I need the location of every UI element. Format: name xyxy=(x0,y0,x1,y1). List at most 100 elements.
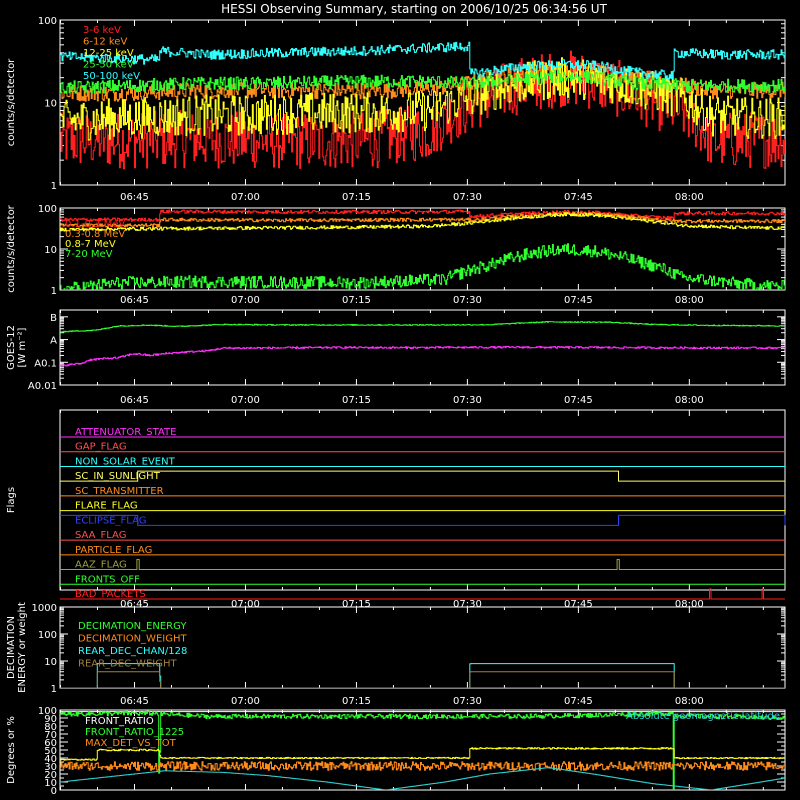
series-goes-0 xyxy=(60,321,785,333)
flag-label: SAA_FLAG xyxy=(75,530,126,541)
series-count-rates-2-1 xyxy=(60,211,785,228)
goes-time-tick-label: 07:30 xyxy=(453,395,482,406)
ratios-legend: FRONT_RATIOFRONT_RATIO_1225MAX_DET_VS_TO… xyxy=(85,716,184,749)
flag-label: BAD_PACKETS xyxy=(75,589,146,600)
legend-entry: 12-25 keV xyxy=(83,48,134,59)
series-count-rates-2-0 xyxy=(60,209,785,222)
flags-time-tick-label: 08:00 xyxy=(675,599,704,610)
decimation-time-tick-label: 06:45 xyxy=(120,696,149,707)
ratios-time-ticks xyxy=(60,710,764,790)
flag-line xyxy=(60,588,785,600)
count-rates-1-y-tick-label: 10 xyxy=(44,99,57,110)
decimation-time-ticks: 06:45 07:00 07:15 07:30 07:45 08:00 xyxy=(60,607,764,707)
series-count-rates-1-2 xyxy=(60,57,785,141)
series-ratios-1 xyxy=(60,710,785,790)
legend-entry: 6-12 keV xyxy=(83,37,127,48)
decimation-y-tick-label: 10 xyxy=(44,657,57,668)
decimation-y-axis-label: DECIMATION xyxy=(6,616,17,679)
legend-entry: DECIMATION_ENERGY xyxy=(78,621,187,632)
flag-label: SC_IN_SUNLIGHT xyxy=(75,471,161,482)
series-ratios-2 xyxy=(60,761,785,771)
ratios-y-tick-label: 80 xyxy=(44,722,57,733)
flags-time-tick-label: 06:45 xyxy=(120,599,149,610)
plot-title: HESSI Observing Summary, starting on 200… xyxy=(221,2,607,16)
goes-series-group xyxy=(60,321,785,367)
flag-label: FRONTS_OFF xyxy=(75,574,140,585)
flag-label: SC_TRANSMITTER xyxy=(75,486,164,497)
legend-entry: DECIMATION_WEIGHT xyxy=(78,634,187,645)
count-rates-1-time-tick-label: 07:00 xyxy=(231,192,260,203)
decimation-series-group xyxy=(60,663,785,688)
goes-y-tick-label: A0.01 xyxy=(28,381,57,392)
series-count-rates-2-2 xyxy=(60,212,785,232)
decimation-legend: DECIMATION_ENERGY DECIMATION_WEIGHTREAR_D… xyxy=(78,621,187,670)
count-rates-2-time-tick-label: 07:15 xyxy=(342,295,371,306)
series-decimation-3 xyxy=(60,671,785,688)
flags-plot-frame xyxy=(59,409,786,591)
series-ratios-3 xyxy=(60,747,785,761)
flag-label: GAP_FLAG xyxy=(75,442,127,453)
count-rates-2-y-ticks: 1 10 100 xyxy=(38,204,785,297)
ratios-y-tick-label: 0 xyxy=(51,786,57,797)
legend-entry: 25-50 keV xyxy=(83,60,134,71)
flag-label: PARTICLE_FLAG xyxy=(75,545,152,556)
count-rates-2-y-tick-label: 10 xyxy=(44,245,57,256)
series-count-rates-1-4 xyxy=(60,41,785,81)
decimation-time-tick-label: 08:00 xyxy=(675,696,704,707)
count-rates-2-time-ticks: 06:45 07:00 07:15 07:30 07:45 08:00 xyxy=(60,208,764,306)
goes-time-tick-label: 07:15 xyxy=(342,395,371,406)
series-count-rates-2-3 xyxy=(60,243,785,290)
decimation-y-tick-label: 1000 xyxy=(32,603,57,614)
ratios-y-tick-label: 30 xyxy=(44,762,57,773)
ratios-y-tick-label: 10 xyxy=(44,778,57,789)
flag-line xyxy=(60,559,785,571)
ratios-y-tick-label: 40 xyxy=(44,754,57,765)
legend-entry: 0.3-0.8 MeV xyxy=(65,229,125,240)
goes-time-tick-label: 07:00 xyxy=(231,395,260,406)
goes-time-ticks: 06:45 07:00 07:15 07:30 07:45 08:00 xyxy=(60,310,764,406)
series-decimation-2 xyxy=(60,663,785,688)
goes-y-ticks: B A A0.1 A0.01 xyxy=(28,313,785,392)
decimation-y-tick-label: 100 xyxy=(38,630,57,641)
flag-label: AAZ_FLAG xyxy=(75,560,127,571)
decimation-y-axis-label-2: ENERGY or weight xyxy=(17,602,28,693)
count-rates-1-y-ticks: 1 10 100 xyxy=(38,16,785,192)
ratios-series-group xyxy=(60,710,785,790)
goes-y-tick-label: A xyxy=(50,336,57,347)
flags-time-ticks: 06:45 07:00 07:15 07:30 07:45 08:00 xyxy=(60,410,764,610)
count-rates-1-time-ticks: 06:45 07:00 07:15 07:30 07:45 08:00 xyxy=(60,20,764,203)
legend-entry: REAR_DEC_CHAN/128 xyxy=(78,646,187,657)
flag-line xyxy=(60,470,785,482)
flags-time-tick-label: 07:45 xyxy=(564,599,593,610)
ratios-y-tick-label: 50 xyxy=(44,746,57,757)
count-rates-1-time-tick-label: 06:45 xyxy=(120,192,149,203)
legend-entry: FRONT_RATIO_1225 xyxy=(85,727,184,738)
decimation-time-tick-label: 07:15 xyxy=(342,696,371,707)
goes-y-axis-label: GOES-12 xyxy=(6,325,17,370)
flags-time-tick-label: 07:15 xyxy=(342,599,371,610)
legend-entry: 50-100 keV xyxy=(83,71,140,82)
legend-entry: MAX_DET_VS_TOT xyxy=(85,738,177,749)
goes-y-axis-label-2: [W m⁻²] xyxy=(17,327,28,367)
decimation-time-tick-label: 07:00 xyxy=(231,696,260,707)
ratios-plot-frame xyxy=(59,709,786,791)
ratios-y-tick-label: 70 xyxy=(44,730,57,741)
count-rates-2-series-group xyxy=(60,209,785,290)
count-rates-1-time-tick-label: 08:00 xyxy=(675,192,704,203)
ratios-y-tick-label: 60 xyxy=(44,738,57,749)
goes-time-tick-label: 07:45 xyxy=(564,395,593,406)
legend-entry: FRONT_RATIO xyxy=(85,716,154,727)
ratios-y-tick-label: 20 xyxy=(44,770,57,781)
ratios-y-tick-label: 100 xyxy=(38,706,57,717)
legend-entry: 7-20 MeV xyxy=(65,249,113,260)
decimation-time-tick-label: 07:45 xyxy=(564,696,593,707)
goes-y-tick-label: A0.1 xyxy=(34,358,57,369)
count-rates-2-y-tick-label: 100 xyxy=(38,204,57,215)
flags-time-tick-label: 07:00 xyxy=(231,599,260,610)
decimation-time-tick-label: 07:30 xyxy=(453,696,482,707)
series-ratios-4 xyxy=(60,767,785,790)
